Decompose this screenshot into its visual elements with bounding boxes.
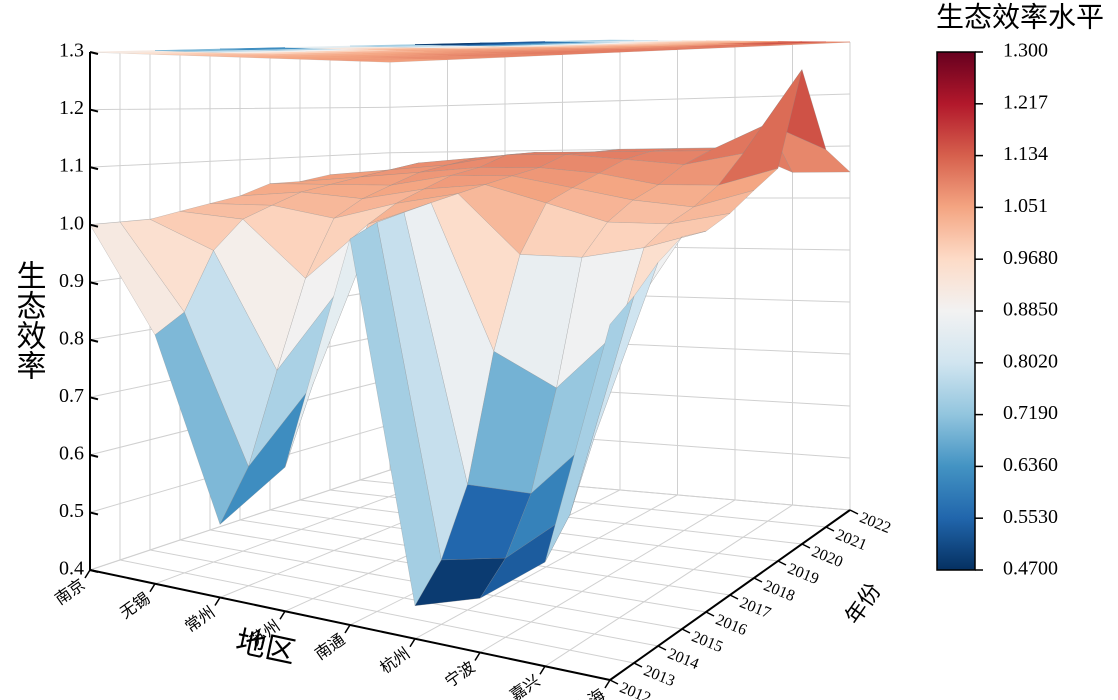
colorbar-tick-label: 0.8850	[1003, 299, 1058, 321]
x-tick	[539, 665, 546, 675]
x-tick-label: 南京	[52, 576, 89, 609]
grid-line	[89, 93, 851, 111]
y-tick	[801, 543, 811, 549]
z-tick-label: 0.9	[59, 270, 84, 292]
z-tick	[89, 569, 99, 573]
colorbar-tick-label: 1.134	[1003, 143, 1048, 165]
x-tick	[344, 624, 351, 634]
x-axis-title: 地区	[233, 625, 299, 670]
y-tick	[825, 526, 835, 532]
x-tick	[409, 638, 416, 648]
z-tick	[89, 511, 99, 516]
x-tick-label: 南通	[312, 631, 349, 664]
y-tick-label: 2016	[713, 611, 749, 639]
z-tick	[89, 338, 99, 343]
z-tick-label: 1.3	[59, 40, 84, 62]
z-tick-label: 0.4	[59, 558, 84, 580]
y-tick	[705, 611, 715, 617]
y-tick-label: 2017	[737, 594, 773, 622]
y-tick	[657, 645, 667, 651]
x-tick	[214, 597, 221, 606]
x-tick-label: 杭州	[377, 644, 414, 677]
y-tick	[729, 594, 739, 600]
z-tick-label: 0.6	[59, 442, 84, 464]
z-axis-title: 生态效率	[12, 260, 46, 380]
y-axis-title: 年份	[840, 578, 886, 628]
z-tick	[89, 281, 99, 286]
z-tick-label: 1.1	[59, 155, 84, 177]
x-tick-label: 常州	[182, 603, 219, 636]
projection-cell	[544, 39, 635, 43]
colorbar-tick-label: 0.7190	[1003, 402, 1058, 424]
x-tick	[279, 610, 286, 620]
y-tick	[777, 560, 787, 566]
y-tick-label: 2019	[785, 560, 821, 588]
colorbar-tick-label: 1.300	[1003, 40, 1048, 62]
z-tick-label: 0.7	[59, 385, 84, 407]
z-tick-label: 1.2	[59, 97, 84, 119]
y-tick-label: 2012	[617, 679, 653, 700]
colorbar-tick-label: 0.4700	[1003, 558, 1058, 580]
y-tick-label: 2014	[665, 645, 701, 673]
x-tick	[604, 679, 611, 689]
y-tick-label: 2018	[761, 577, 797, 605]
axes-layer: 0.40.50.60.70.80.91.01.11.21.3南京 无锡 常州 苏州 南通…	[52, 40, 893, 700]
x-tick-label: 无锡	[117, 589, 154, 622]
x-tick	[84, 569, 91, 579]
z-tick	[89, 108, 99, 113]
z-tick	[89, 453, 99, 458]
z-tick	[89, 396, 99, 401]
y-tick	[753, 577, 763, 583]
y-tick	[849, 509, 859, 515]
z-tick	[89, 223, 99, 228]
colorbar	[936, 51, 976, 571]
colorbar-tick-label: 0.5530	[1003, 506, 1058, 528]
surface-cell	[544, 296, 635, 563]
projection-layer	[89, 39, 851, 63]
y-tick	[633, 662, 643, 668]
x-tick	[474, 652, 481, 661]
x-tick-label: 上海	[572, 686, 609, 700]
z-tick	[89, 51, 99, 55]
z-tick	[89, 166, 99, 171]
y-tick-label: 2022	[857, 509, 893, 537]
y-tick-label: 2013	[641, 662, 677, 690]
z-tick-label: 1.0	[59, 212, 84, 234]
colorbar-tick-label: 1.051	[1003, 195, 1048, 217]
y-tick-label: 2015	[689, 628, 725, 656]
z-tick-label: 0.5	[59, 500, 84, 522]
z-tick-label: 0.8	[59, 327, 84, 349]
y-tick-label: 2020	[809, 543, 845, 571]
colorbar-tick-label: 1.217	[1003, 91, 1048, 113]
colorbar-tick-label: 0.6360	[1003, 454, 1058, 476]
x-tick-label: 嘉兴	[507, 672, 544, 700]
y-tick-label: 2021	[833, 526, 869, 554]
y-tick	[609, 679, 619, 685]
colorbar-title: 生态效率水平	[936, 1, 1104, 33]
x-tick-label: 宁波	[442, 658, 479, 691]
y-tick	[681, 628, 691, 634]
colorbar-tick-label: 0.9680	[1003, 247, 1058, 269]
colorbar-tick-label: 0.8020	[1003, 350, 1058, 372]
x-tick	[149, 583, 156, 593]
surface-layer	[89, 69, 851, 607]
